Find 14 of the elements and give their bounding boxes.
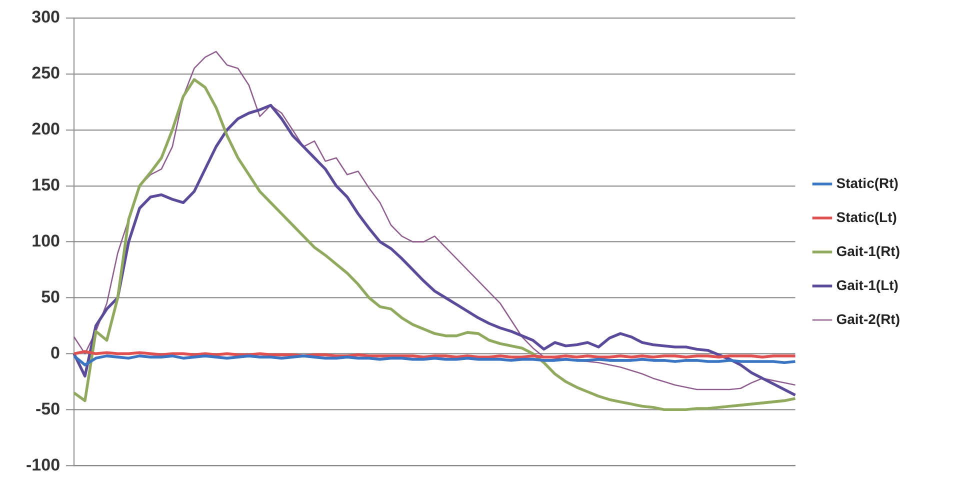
legend-label: Gait-1(Rt)	[836, 242, 900, 259]
legend-label: Gait-2(Rt)	[836, 310, 900, 327]
legend-label: Static(Rt)	[836, 174, 898, 191]
y-tick-label: 50	[41, 287, 60, 306]
y-tick-label: 200	[32, 120, 60, 139]
y-tick-label: 150	[32, 176, 60, 195]
y-tick-label: -100	[26, 455, 60, 474]
legend-label: Gait-1(Lt)	[836, 276, 898, 293]
y-tick-label: 300	[32, 8, 60, 27]
y-tick-label: 100	[32, 231, 60, 250]
legend-label: Static(Lt)	[836, 208, 897, 225]
y-tick-label: 250	[32, 64, 60, 83]
y-tick-label: 0	[50, 343, 60, 362]
y-tick-label: -50	[35, 399, 60, 418]
